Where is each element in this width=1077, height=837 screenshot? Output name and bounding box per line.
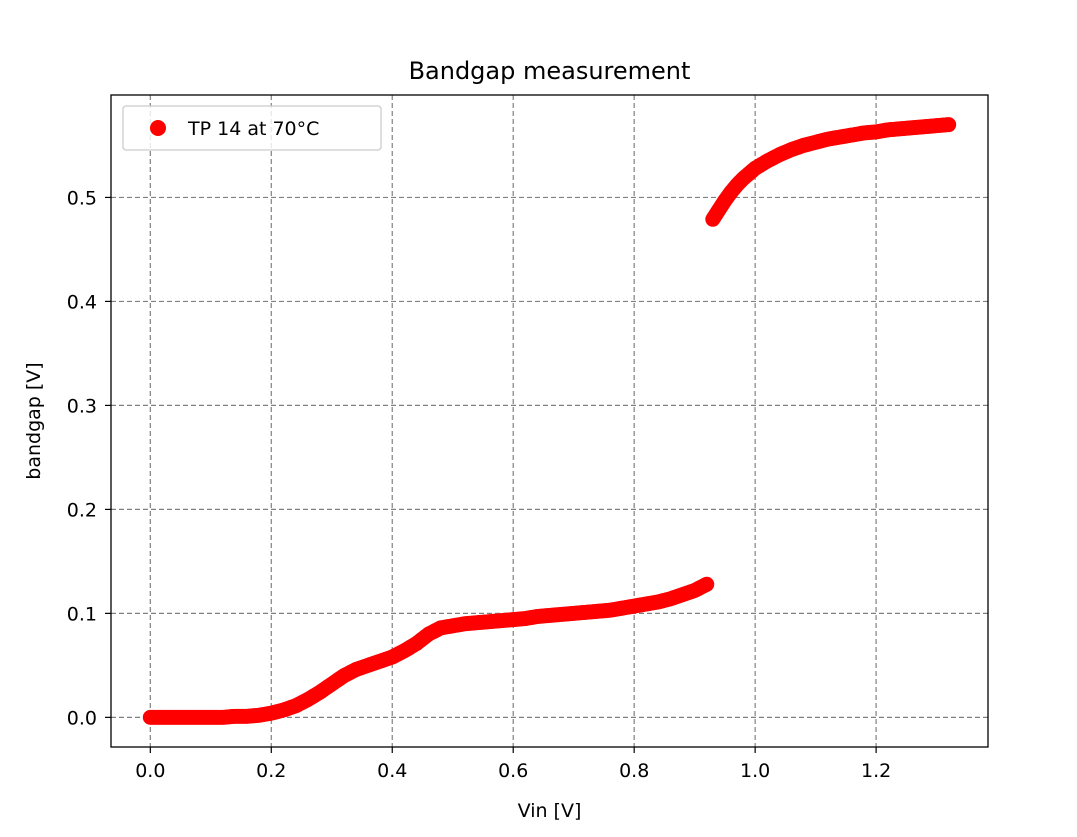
x-tick-label: 1.0 — [740, 760, 770, 782]
x-tick-label: 1.2 — [861, 760, 891, 782]
y-tick-label: 0.4 — [67, 291, 97, 313]
y-axis-label: bandgap [V] — [23, 362, 45, 479]
x-tick-label: 0.6 — [498, 760, 528, 782]
y-tick-label: 0.2 — [67, 499, 97, 521]
axis-ticks: 0.0 0.2 0.4 0.6 0.8 1.0 1.2 0.0 0.1 0.2 0.3 0.4 0.5 — [67, 187, 891, 782]
y-tick-label: 0.5 — [67, 187, 97, 209]
y-tick-label: 0.0 — [67, 707, 97, 729]
data-point — [941, 117, 957, 133]
x-tick-label: 0.8 — [619, 760, 649, 782]
y-tick-label: 0.3 — [67, 395, 97, 417]
axes-frame — [110, 94, 989, 748]
x-axis-label: Vin [V] — [518, 800, 582, 822]
x-tick-label: 0.0 — [135, 760, 165, 782]
legend-marker — [150, 120, 166, 136]
x-tick-label: 0.2 — [256, 760, 286, 782]
x-tick-label: 0.4 — [377, 760, 407, 782]
y-tick-label: 0.1 — [67, 603, 97, 625]
data-point — [699, 576, 715, 592]
legend-entry-label: TP 14 at 70°C — [187, 118, 319, 140]
chart-title: Bandgap measurement — [409, 57, 691, 85]
grid — [111, 95, 988, 747]
legend-frame — [122, 105, 382, 151]
legend: TP 14 at 70°C — [122, 105, 382, 151]
data-points — [142, 117, 957, 725]
